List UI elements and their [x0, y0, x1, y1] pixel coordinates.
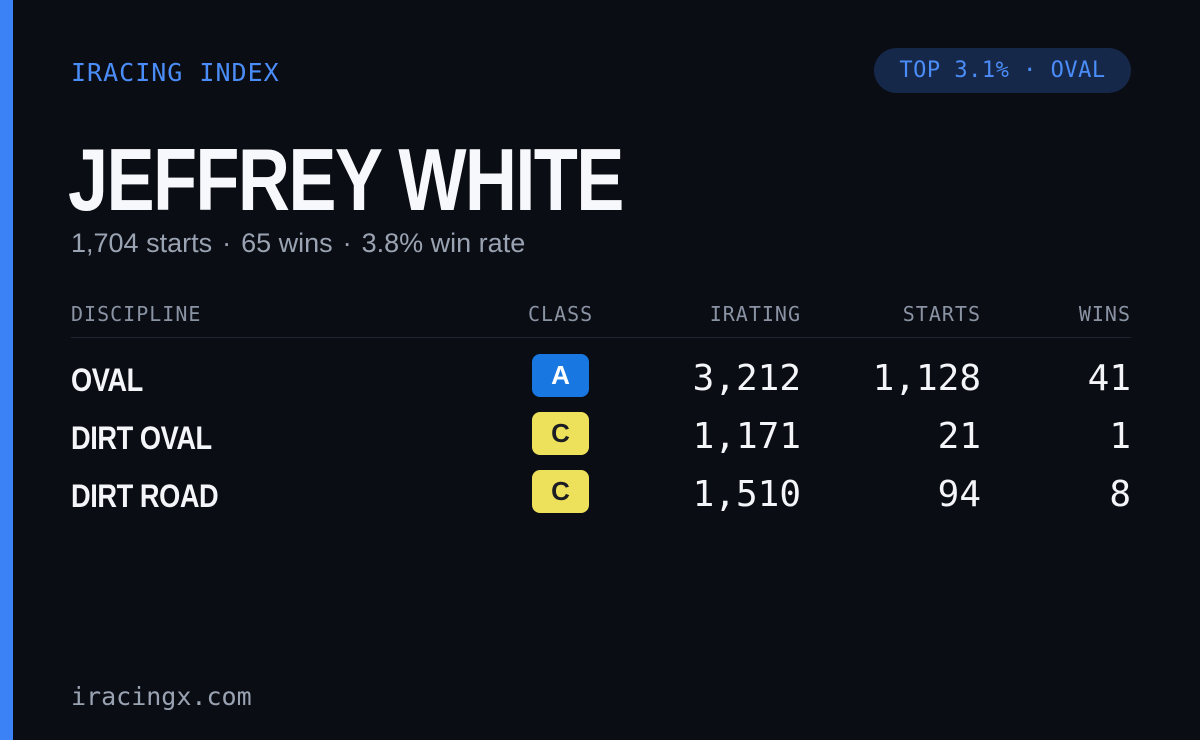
separator: · — [222, 228, 232, 258]
table-row: DIRT ROAD C 1,510 94 8 — [71, 470, 1131, 518]
header-discipline: DISCIPLINE — [71, 302, 202, 326]
table-row: OVAL A 3,212 1,128 41 — [71, 354, 1131, 402]
irating-cell: 1,171 — [692, 416, 801, 457]
win-rate-summary: 3.8% win rate — [361, 228, 526, 258]
table-row: DIRT OVAL C 1,171 21 1 — [71, 412, 1131, 460]
discipline-cell: OVAL — [71, 362, 143, 398]
wins-cell: 8 — [1109, 474, 1131, 515]
driver-name: JEFFREY WHITE — [68, 130, 624, 229]
rank-badge: TOP 3.1% · OVAL — [874, 48, 1131, 93]
starts-summary: 1,704 starts — [71, 228, 213, 258]
class-badge: C — [532, 412, 589, 455]
class-badge: C — [532, 470, 589, 513]
discipline-cell: DIRT OVAL — [71, 420, 212, 456]
table-header: DISCIPLINE CLASS IRATING STARTS WINS — [71, 300, 1131, 338]
wins-cell: 1 — [1109, 416, 1131, 457]
footer-url: iracingx.com — [71, 682, 252, 711]
separator: · — [342, 228, 352, 258]
header-wins: WINS — [1078, 302, 1131, 326]
brand-label: IRACING INDEX — [71, 58, 280, 87]
header-irating: IRATING — [709, 302, 801, 326]
discipline-cell: DIRT ROAD — [71, 478, 219, 514]
wins-cell: 41 — [1087, 358, 1131, 399]
wins-summary: 65 wins — [241, 228, 333, 258]
header-class: CLASS — [528, 302, 594, 326]
starts-cell: 94 — [937, 474, 981, 515]
header-starts: STARTS — [902, 302, 981, 326]
irating-cell: 3,212 — [692, 358, 801, 399]
driver-summary: 1,704 starts · 65 wins · 3.8% win rate — [71, 228, 525, 259]
starts-cell: 1,128 — [872, 358, 981, 399]
class-badge: A — [532, 354, 589, 397]
irating-cell: 1,510 — [692, 474, 801, 515]
accent-bar — [0, 0, 13, 740]
starts-cell: 21 — [937, 416, 981, 457]
